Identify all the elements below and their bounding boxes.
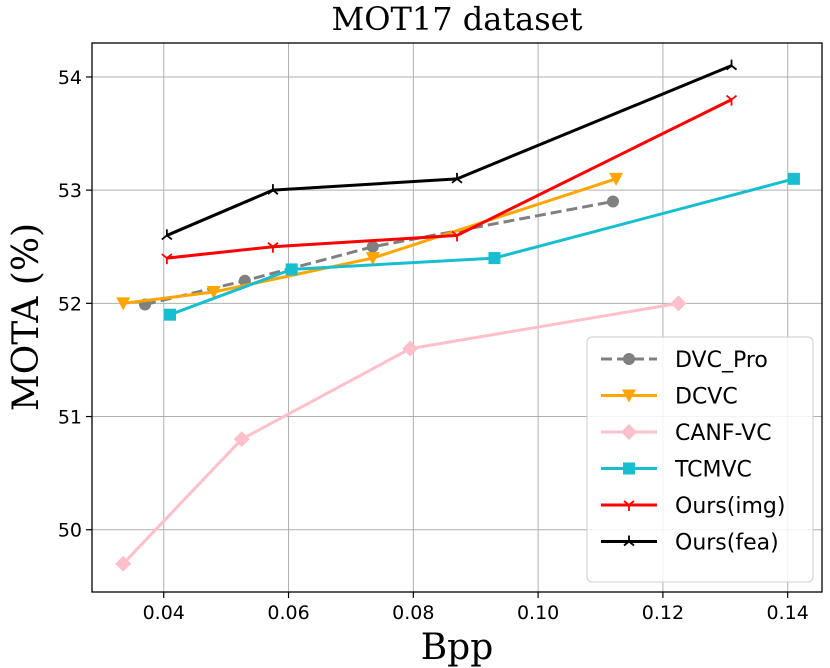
legend-box (586, 336, 814, 583)
plot-frame (91, 42, 823, 593)
point-ours-fea (451, 172, 463, 184)
point-canf-vc (233, 431, 250, 448)
chart-title: MOT17 dataset (332, 0, 583, 38)
x-tick-label: 0.06 (267, 602, 309, 624)
y-tick-label: 54 (58, 67, 82, 89)
y-tick-label: 52 (58, 293, 82, 315)
point-ours-fea (725, 59, 738, 71)
legend-marker (623, 462, 635, 475)
point-ours-fea (161, 229, 173, 241)
legend-label: Ours(fea) (675, 531, 779, 556)
point-dcvc (609, 172, 624, 186)
point-tcmvc (285, 263, 298, 276)
point-ours-img (451, 230, 463, 242)
grid (92, 43, 822, 592)
x-tick-label: 0.08 (392, 602, 434, 624)
point-tcmvc (787, 172, 800, 185)
legend-entry-canf-vc: CANF-VC (601, 421, 772, 446)
series-layer (115, 59, 800, 572)
x-tick-label: 0.14 (767, 602, 809, 624)
legend-label: DCVC (675, 385, 738, 410)
legend-marker (623, 500, 635, 511)
y-axis-label: MOTA (%) (6, 223, 47, 411)
y-tick-label: 53 (58, 180, 82, 202)
point-canf-vc (670, 295, 687, 312)
point-ours-img (267, 242, 279, 253)
point-tcmvc (163, 308, 176, 321)
x-tick-label: 0.12 (642, 602, 684, 624)
point-ours-img (161, 253, 173, 265)
legend-marker (621, 424, 637, 440)
x-tick-label: 0.10 (517, 602, 559, 624)
legend-marker (623, 353, 635, 365)
legend-marker (623, 535, 635, 547)
legend-marker (622, 389, 636, 403)
point-dcvc (206, 286, 221, 300)
legend-entry-tcmvc: TCMVC (601, 458, 752, 483)
legend-label: CANF-VC (675, 421, 772, 446)
series-line-tcmvc (169, 177, 795, 317)
legend: DVC_Pro DCVC CANF-VC TCMVC Ours(img) Ours(fea… (586, 336, 814, 583)
series-line-ours-fea (166, 64, 733, 237)
series-line-dvc-pro (144, 200, 614, 306)
x-axis-label: Bpp (421, 627, 494, 668)
series-line-canf-vc (122, 301, 679, 565)
series-canf-vc (115, 295, 687, 572)
x-tick-label: 0.04 (143, 602, 185, 624)
point-dvc-pro (606, 195, 619, 208)
point-canf-vc (115, 555, 132, 572)
legend-entry-ours-img: Ours(img) (601, 494, 785, 519)
legend-label: Ours(img) (675, 494, 785, 519)
point-ours-fea (267, 184, 279, 195)
ticks: 0.04 0.06 0.08 0.10 0.12 0.14 50 51 52 53 54 (58, 67, 809, 624)
series-tcmvc (163, 172, 800, 321)
series-ours-img (161, 94, 738, 265)
point-dcvc (365, 252, 380, 266)
point-dcvc (116, 297, 131, 311)
point-dvc-pro (366, 240, 379, 253)
point-tcmvc (488, 252, 501, 265)
point-canf-vc (402, 340, 419, 357)
series-ours-fea (161, 59, 738, 241)
y-tick-label: 51 (58, 407, 82, 429)
legend-entry-ours-fea: Ours(fea) (601, 531, 779, 556)
legend-label: TCMVC (674, 458, 752, 483)
series-line-ours-img (166, 98, 733, 260)
point-ours-img (725, 94, 738, 106)
legend-entry-dvc-pro: DVC_Pro (601, 348, 768, 373)
legend-label: DVC_Pro (675, 348, 768, 373)
legend-entry-dcvc: DCVC (601, 385, 738, 410)
y-tick-label: 50 (58, 520, 82, 542)
